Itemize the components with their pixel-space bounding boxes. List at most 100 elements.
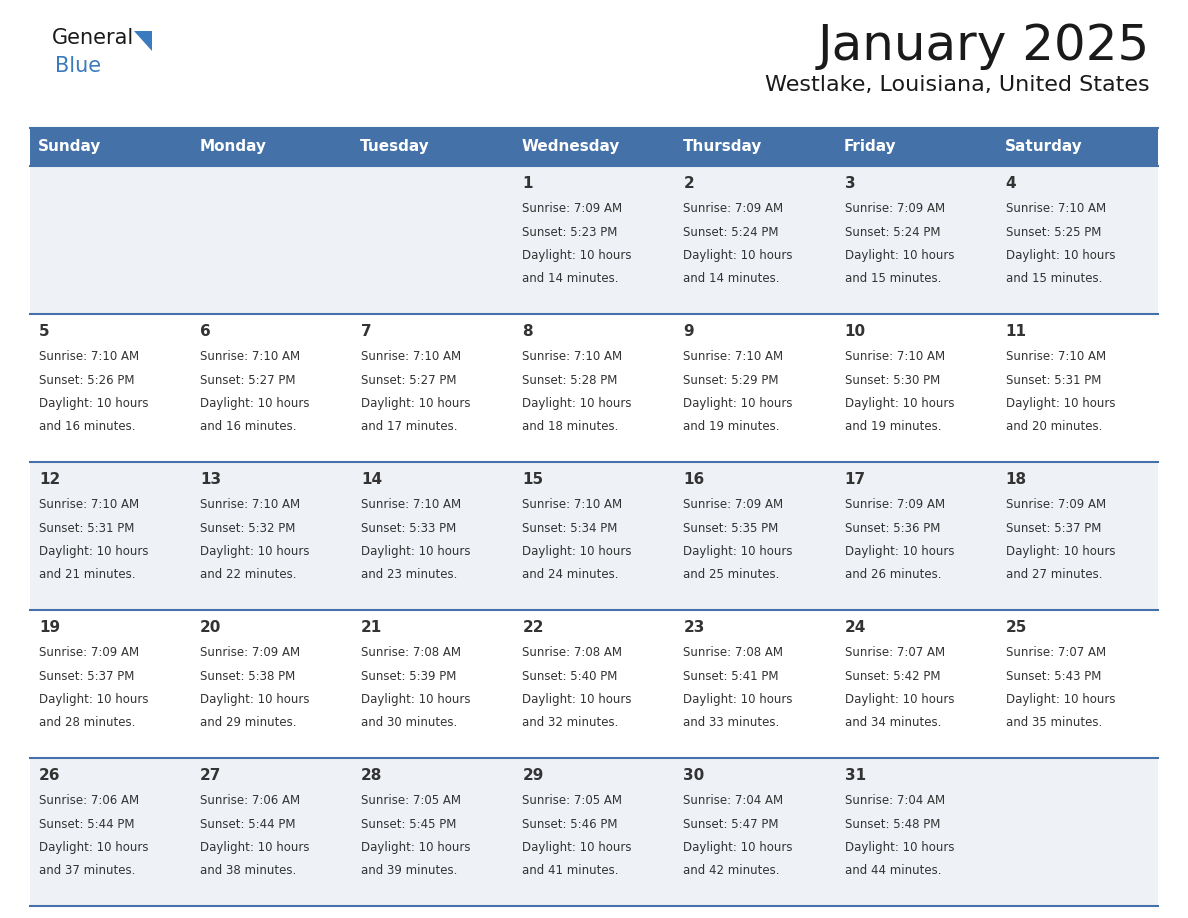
Bar xyxy=(353,758,513,906)
Text: 31: 31 xyxy=(845,768,866,783)
Text: Sunrise: 7:09 AM: Sunrise: 7:09 AM xyxy=(39,646,139,659)
Text: 19: 19 xyxy=(39,621,59,635)
Text: Wednesday: Wednesday xyxy=(522,140,620,154)
Text: 15: 15 xyxy=(523,473,543,487)
Bar xyxy=(513,758,675,906)
Text: Sunrise: 7:10 AM: Sunrise: 7:10 AM xyxy=(523,498,623,511)
Bar xyxy=(30,314,191,462)
Text: Sunset: 5:39 PM: Sunset: 5:39 PM xyxy=(361,669,456,683)
Text: Daylight: 10 hours: Daylight: 10 hours xyxy=(1006,545,1116,558)
Text: Sunrise: 7:09 AM: Sunrise: 7:09 AM xyxy=(1006,498,1106,511)
Bar xyxy=(835,314,997,462)
Bar xyxy=(997,128,1158,166)
Text: Sunset: 5:42 PM: Sunset: 5:42 PM xyxy=(845,669,940,683)
Text: Sunrise: 7:10 AM: Sunrise: 7:10 AM xyxy=(683,351,784,364)
Bar xyxy=(191,166,353,314)
Text: Sunset: 5:38 PM: Sunset: 5:38 PM xyxy=(200,669,296,683)
Text: 26: 26 xyxy=(39,768,61,783)
Text: and 19 minutes.: and 19 minutes. xyxy=(845,420,941,433)
Text: Sunset: 5:23 PM: Sunset: 5:23 PM xyxy=(523,226,618,239)
Text: Daylight: 10 hours: Daylight: 10 hours xyxy=(200,841,310,854)
Text: Sunset: 5:46 PM: Sunset: 5:46 PM xyxy=(523,818,618,831)
Text: Sunset: 5:37 PM: Sunset: 5:37 PM xyxy=(1006,521,1101,534)
Text: Sunset: 5:36 PM: Sunset: 5:36 PM xyxy=(845,521,940,534)
Text: and 28 minutes.: and 28 minutes. xyxy=(39,716,135,730)
Text: and 44 minutes.: and 44 minutes. xyxy=(845,865,941,878)
Text: Daylight: 10 hours: Daylight: 10 hours xyxy=(683,545,792,558)
Bar xyxy=(30,128,191,166)
Text: and 27 minutes.: and 27 minutes. xyxy=(1006,568,1102,581)
Text: 11: 11 xyxy=(1006,324,1026,340)
Text: Sunrise: 7:07 AM: Sunrise: 7:07 AM xyxy=(845,646,944,659)
Bar xyxy=(191,128,353,166)
Text: 13: 13 xyxy=(200,473,221,487)
Text: Sunrise: 7:08 AM: Sunrise: 7:08 AM xyxy=(523,646,623,659)
Bar xyxy=(513,314,675,462)
Text: Daylight: 10 hours: Daylight: 10 hours xyxy=(39,841,148,854)
Bar xyxy=(997,462,1158,610)
Text: Sunset: 5:28 PM: Sunset: 5:28 PM xyxy=(523,374,618,386)
Text: Sunrise: 7:08 AM: Sunrise: 7:08 AM xyxy=(683,646,783,659)
Text: Sunset: 5:48 PM: Sunset: 5:48 PM xyxy=(845,818,940,831)
Text: Sunrise: 7:10 AM: Sunrise: 7:10 AM xyxy=(200,498,301,511)
Text: Sunset: 5:40 PM: Sunset: 5:40 PM xyxy=(523,669,618,683)
Text: January 2025: January 2025 xyxy=(817,22,1150,70)
Text: 14: 14 xyxy=(361,473,383,487)
Text: and 29 minutes.: and 29 minutes. xyxy=(200,716,297,730)
Text: Daylight: 10 hours: Daylight: 10 hours xyxy=(845,249,954,262)
Text: Blue: Blue xyxy=(55,56,101,76)
Text: Sunrise: 7:08 AM: Sunrise: 7:08 AM xyxy=(361,646,461,659)
Text: and 22 minutes.: and 22 minutes. xyxy=(200,568,297,581)
Text: Sunrise: 7:10 AM: Sunrise: 7:10 AM xyxy=(361,498,461,511)
Bar xyxy=(675,314,835,462)
Text: 23: 23 xyxy=(683,621,704,635)
Text: and 41 minutes.: and 41 minutes. xyxy=(523,865,619,878)
Bar xyxy=(191,314,353,462)
Text: Sunset: 5:31 PM: Sunset: 5:31 PM xyxy=(1006,374,1101,386)
Text: 28: 28 xyxy=(361,768,383,783)
Bar xyxy=(675,462,835,610)
Bar xyxy=(353,166,513,314)
Text: and 21 minutes.: and 21 minutes. xyxy=(39,568,135,581)
Bar xyxy=(191,610,353,758)
Text: Sunrise: 7:09 AM: Sunrise: 7:09 AM xyxy=(845,498,944,511)
Text: and 15 minutes.: and 15 minutes. xyxy=(1006,273,1102,285)
Text: Westlake, Louisiana, United States: Westlake, Louisiana, United States xyxy=(765,75,1150,95)
Bar xyxy=(30,610,191,758)
Text: Sunset: 5:32 PM: Sunset: 5:32 PM xyxy=(200,521,296,534)
Text: Daylight: 10 hours: Daylight: 10 hours xyxy=(683,841,792,854)
Text: Daylight: 10 hours: Daylight: 10 hours xyxy=(845,397,954,410)
Text: Sunset: 5:41 PM: Sunset: 5:41 PM xyxy=(683,669,779,683)
Bar xyxy=(835,166,997,314)
Text: Sunset: 5:44 PM: Sunset: 5:44 PM xyxy=(39,818,134,831)
Text: 27: 27 xyxy=(200,768,221,783)
Text: Daylight: 10 hours: Daylight: 10 hours xyxy=(200,545,310,558)
Bar xyxy=(835,462,997,610)
Text: Daylight: 10 hours: Daylight: 10 hours xyxy=(361,841,470,854)
Text: Daylight: 10 hours: Daylight: 10 hours xyxy=(523,693,632,706)
Text: Sunrise: 7:07 AM: Sunrise: 7:07 AM xyxy=(1006,646,1106,659)
Text: Daylight: 10 hours: Daylight: 10 hours xyxy=(845,545,954,558)
Text: Sunset: 5:26 PM: Sunset: 5:26 PM xyxy=(39,374,134,386)
Text: and 34 minutes.: and 34 minutes. xyxy=(845,716,941,730)
Text: Daylight: 10 hours: Daylight: 10 hours xyxy=(523,249,632,262)
Text: Sunrise: 7:09 AM: Sunrise: 7:09 AM xyxy=(845,202,944,215)
Text: 7: 7 xyxy=(361,324,372,340)
Polygon shape xyxy=(134,31,152,51)
Text: Sunset: 5:27 PM: Sunset: 5:27 PM xyxy=(200,374,296,386)
Text: 12: 12 xyxy=(39,473,61,487)
Text: Sunrise: 7:10 AM: Sunrise: 7:10 AM xyxy=(523,351,623,364)
Text: Sunrise: 7:10 AM: Sunrise: 7:10 AM xyxy=(845,351,944,364)
Text: and 17 minutes.: and 17 minutes. xyxy=(361,420,457,433)
Text: Daylight: 10 hours: Daylight: 10 hours xyxy=(1006,249,1116,262)
Bar xyxy=(191,758,353,906)
Bar xyxy=(675,166,835,314)
Bar xyxy=(997,166,1158,314)
Bar xyxy=(675,758,835,906)
Text: Sunrise: 7:10 AM: Sunrise: 7:10 AM xyxy=(39,351,139,364)
Text: Sunrise: 7:09 AM: Sunrise: 7:09 AM xyxy=(683,202,784,215)
Text: Sunset: 5:29 PM: Sunset: 5:29 PM xyxy=(683,374,779,386)
Text: Daylight: 10 hours: Daylight: 10 hours xyxy=(1006,693,1116,706)
Bar xyxy=(30,166,191,314)
Text: Daylight: 10 hours: Daylight: 10 hours xyxy=(523,841,632,854)
